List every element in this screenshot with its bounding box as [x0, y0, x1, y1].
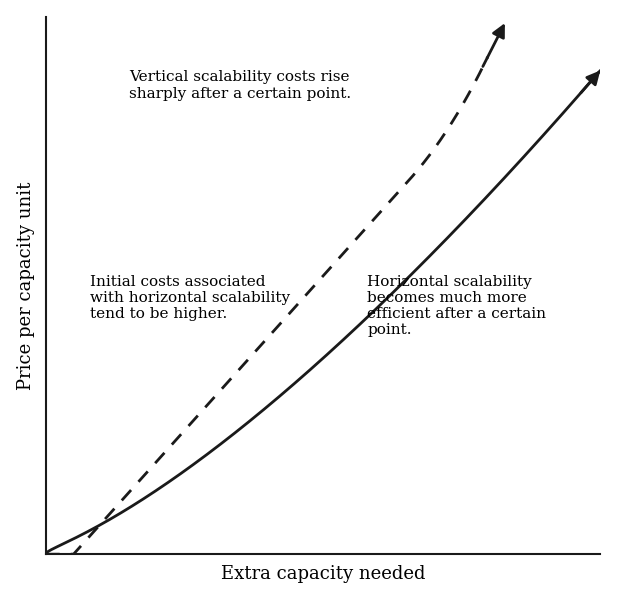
Text: Vertical scalability costs rise
sharply after a certain point.: Vertical scalability costs rise sharply … [129, 70, 351, 101]
Y-axis label: Price per capacity unit: Price per capacity unit [17, 181, 35, 389]
X-axis label: Extra capacity needed: Extra capacity needed [221, 565, 425, 583]
Text: Initial costs associated
with horizontal scalability
tend to be higher.: Initial costs associated with horizontal… [90, 275, 290, 321]
Text: Horizontal scalability
becomes much more
efficient after a certain
point.: Horizontal scalability becomes much more… [367, 275, 547, 337]
